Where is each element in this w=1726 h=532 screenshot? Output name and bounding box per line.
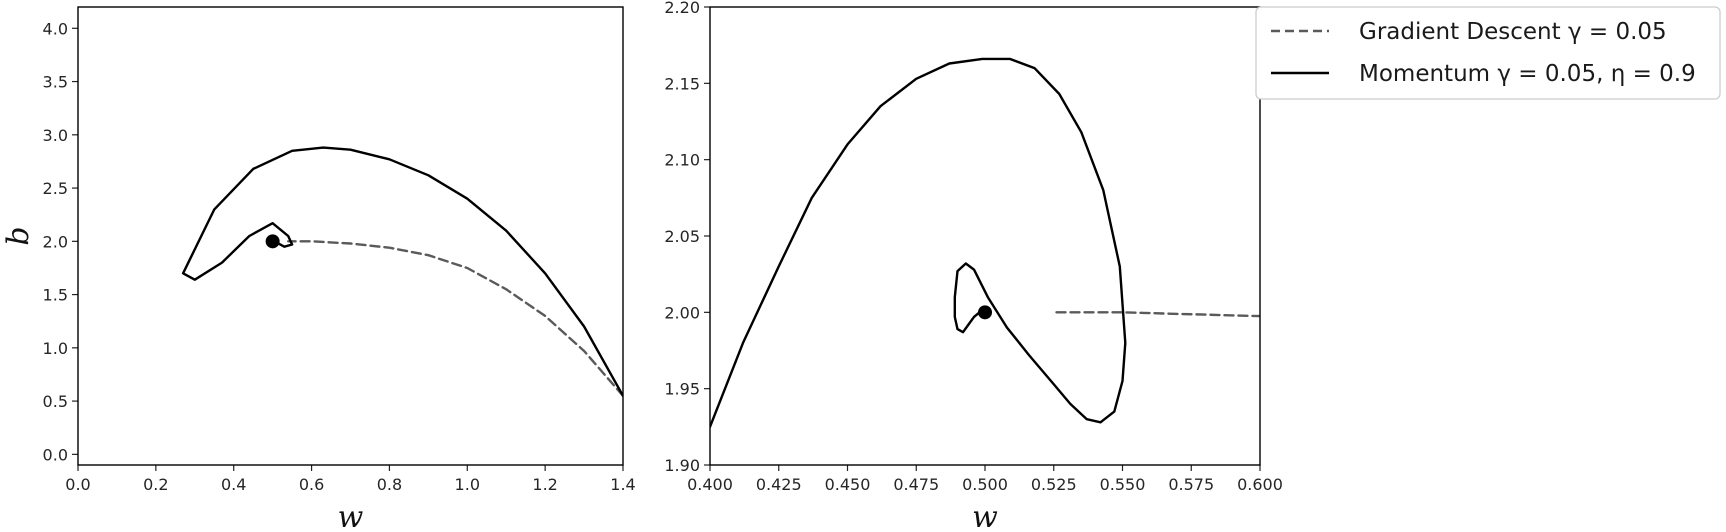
- minimum-marker: [265, 234, 280, 249]
- x-tick-label: 1.2: [532, 475, 557, 494]
- legend-entry-momentum: Momentum γ = 0.05, η = 0.9: [1359, 61, 1696, 87]
- y-tick-label: 1.0: [43, 339, 68, 358]
- y-tick-label: 2.20: [664, 0, 700, 17]
- legend-entry-gradient-descent: Gradient Descent γ = 0.05: [1359, 19, 1667, 45]
- plot-frame: [77, 6, 624, 466]
- x-axis-label: w: [338, 500, 364, 532]
- x-tick-label: 0.450: [825, 475, 871, 494]
- x-tick-label: 0.400: [687, 475, 733, 494]
- legend: Gradient Descent γ = 0.05 Momentum γ = 0…: [1255, 6, 1721, 100]
- gradient-descent-line: [1055, 311, 1260, 318]
- y-tick-label: 2.10: [664, 151, 700, 170]
- y-tick-label: 3.0: [43, 126, 68, 145]
- gradient-descent-line: [287, 240, 623, 397]
- plot-frame: [709, 6, 1261, 466]
- y-tick-label: 4.0: [43, 19, 68, 38]
- x-tick-label: 0.475: [893, 475, 939, 494]
- x-tick-label: 1.4: [610, 475, 635, 494]
- y-tick-label: 2.00: [664, 303, 700, 322]
- minimum-marker: [978, 305, 992, 320]
- y-tick-label: 1.90: [664, 456, 700, 475]
- x-tick-label: 0.4: [221, 475, 246, 494]
- x-tick-label: 0.550: [1100, 475, 1146, 494]
- x-tick-label: 0.0: [65, 475, 90, 494]
- x-axis-label: w: [972, 500, 998, 532]
- y-axis-label: b: [1, 226, 36, 245]
- y-tick-label: 1.5: [43, 286, 68, 305]
- y-tick-label: 1.95: [664, 380, 700, 399]
- x-tick-label: 0.500: [962, 475, 1008, 494]
- y-tick-label: 2.0: [43, 232, 68, 251]
- x-tick-label: 0.575: [1168, 475, 1214, 494]
- x-tick-label: 0.8: [377, 475, 402, 494]
- y-tick-label: 2.15: [664, 74, 700, 93]
- x-tick-label: 0.525: [1031, 475, 1077, 494]
- momentum-line: [710, 57, 1127, 428]
- y-tick-label: 0.0: [43, 445, 68, 464]
- y-tick-label: 3.5: [43, 73, 68, 92]
- momentum-line: [181, 146, 623, 397]
- legend-frame: [1255, 6, 1721, 100]
- right-plot: 0.400 0.425 0.450 0.475 0.500 0.525 0.550 0.575…: [664, 0, 1283, 532]
- x-tick-label: 0.600: [1237, 475, 1283, 494]
- x-tick-label: 1.0: [455, 475, 480, 494]
- x-tick-label: 0.6: [299, 475, 324, 494]
- y-tick-label: 2.5: [43, 179, 68, 198]
- x-tick-label: 0.425: [756, 475, 802, 494]
- y-tick-label: 2.05: [664, 227, 700, 246]
- left-plot: 0.0 0.2 0.4 0.6 0.8 1.0 1.2 1.4 0.0 0.5 1.0 1.5 2.0 2…: [1, 6, 636, 532]
- y-tick-label: 0.5: [43, 392, 68, 411]
- x-tick-label: 0.2: [143, 475, 168, 494]
